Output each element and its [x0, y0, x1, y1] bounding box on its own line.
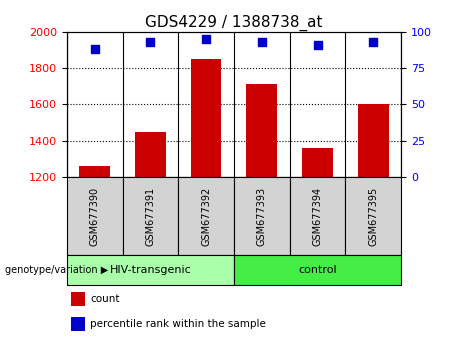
Bar	[290, 177, 345, 255]
Point	[314, 42, 321, 48]
Bar	[71, 317, 85, 331]
Bar	[234, 177, 290, 255]
Point	[258, 39, 266, 45]
Text: GSM677395: GSM677395	[368, 186, 378, 246]
Bar	[79, 166, 110, 177]
Bar	[191, 59, 221, 177]
Bar	[135, 132, 165, 177]
Bar	[302, 148, 333, 177]
Bar	[234, 255, 401, 285]
Bar	[345, 177, 401, 255]
Point	[147, 39, 154, 45]
Text: percentile rank within the sample: percentile rank within the sample	[90, 319, 266, 329]
Bar	[71, 292, 85, 306]
Title: GDS4229 / 1388738_at: GDS4229 / 1388738_at	[145, 14, 323, 30]
Bar	[247, 85, 277, 177]
Text: GSM677390: GSM677390	[90, 186, 100, 246]
Text: HIV-transgenic: HIV-transgenic	[110, 265, 191, 275]
Bar	[178, 177, 234, 255]
Point	[202, 36, 210, 42]
Text: GSM677393: GSM677393	[257, 186, 267, 246]
Text: count: count	[90, 294, 119, 304]
Bar	[358, 104, 389, 177]
Text: GSM677392: GSM677392	[201, 186, 211, 246]
Point	[91, 46, 98, 52]
Text: control: control	[298, 265, 337, 275]
Text: GSM677391: GSM677391	[145, 186, 155, 246]
Bar	[67, 255, 234, 285]
Text: GSM677394: GSM677394	[313, 186, 323, 246]
Bar	[123, 177, 178, 255]
Point	[370, 39, 377, 45]
Text: genotype/variation ▶: genotype/variation ▶	[5, 265, 108, 275]
Bar	[67, 177, 123, 255]
